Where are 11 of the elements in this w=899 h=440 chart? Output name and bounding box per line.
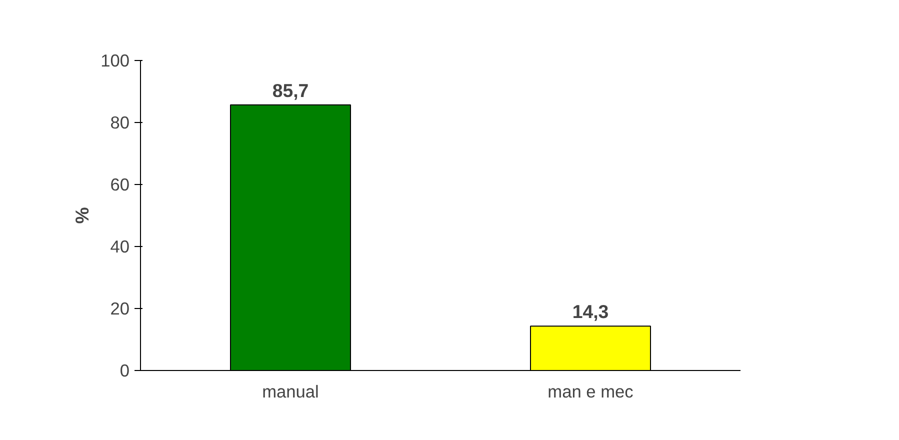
y-tick-label: 60 (110, 174, 130, 194)
y-tick-label: 0 (120, 360, 130, 380)
y-axis-title: % (72, 206, 93, 224)
x-tick-label: manual (262, 382, 319, 402)
y-tick-label: 100 (100, 50, 130, 70)
y-tick-label: 20 (110, 298, 130, 318)
data-label: 14,3 (572, 301, 609, 322)
y-tick-label: 40 (110, 236, 130, 256)
y-tick-label: 80 (110, 112, 130, 132)
data-label: 85,7 (272, 80, 309, 101)
x-tick-label: man e mec (548, 382, 634, 402)
